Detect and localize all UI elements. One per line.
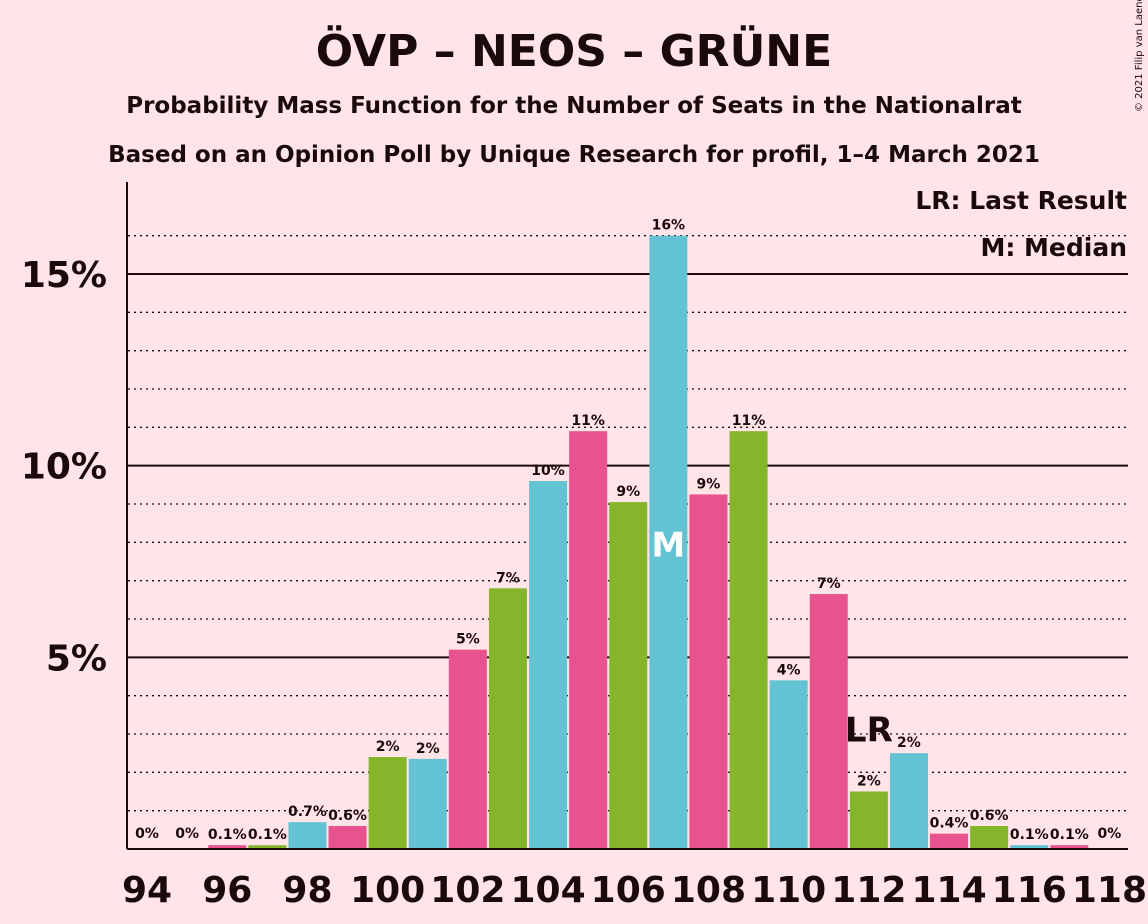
data-label-106: 9%: [616, 484, 640, 500]
chart-subtitle-1: Probability Mass Function for the Number…: [126, 93, 1022, 119]
data-label-118: 0%: [1098, 826, 1122, 842]
chart-subtitle-2: Based on an Opinion Poll by Unique Resea…: [108, 142, 1040, 168]
data-label-112: 2%: [857, 774, 881, 790]
bar-115: [970, 826, 1009, 849]
y-axis-ticks: 5% 10% 15%: [21, 255, 107, 679]
data-label-101: 2%: [416, 741, 440, 757]
data-label-111: 7%: [817, 576, 841, 592]
data-label-99: 0.6%: [328, 808, 367, 824]
bar-99: [328, 826, 367, 849]
x-tick-label: 116: [992, 870, 1067, 911]
bar-107: [649, 235, 688, 849]
y-tick-label: 10%: [21, 447, 107, 488]
data-label-109: 11%: [732, 413, 766, 429]
data-label-105: 11%: [571, 413, 605, 429]
data-label-95: 0%: [175, 826, 199, 842]
copyright-text: © 2021 Filip van Laenen: [1134, 0, 1145, 112]
x-tick-label: 110: [751, 870, 826, 911]
chart-title: ÖVP – NEOS – GRÜNE: [316, 24, 832, 77]
bar-113: [889, 753, 928, 849]
bar-96: [208, 845, 247, 849]
bar-106: [609, 502, 648, 849]
x-tick-label: 118: [1072, 870, 1147, 911]
x-tick-label: 112: [831, 870, 906, 911]
data-label-114: 0.4%: [930, 816, 969, 832]
x-tick-label: 94: [122, 870, 172, 911]
bar-102: [448, 649, 487, 849]
x-tick-label: 114: [911, 870, 986, 911]
x-axis-ticks: 94 96 98 100 102 104 106 108 110 112 114 116 118: [122, 870, 1147, 911]
data-label-96: 0.1%: [208, 827, 247, 843]
x-tick-label: 102: [430, 870, 505, 911]
y-tick-label: 15%: [21, 255, 107, 296]
bar-109: [729, 431, 768, 849]
bar-100: [368, 757, 407, 849]
data-label-97: 0.1%: [248, 827, 287, 843]
x-tick-label: 106: [591, 870, 666, 911]
legend-last-result: LR: Last Result: [915, 186, 1127, 215]
data-label-116: 0.1%: [1010, 827, 1049, 843]
bar-105: [569, 431, 608, 849]
data-label-94: 0%: [135, 826, 159, 842]
median-marker: M: [651, 525, 685, 565]
data-label-100: 2%: [376, 739, 400, 755]
bar-114: [930, 833, 969, 849]
bar-117: [1050, 845, 1089, 849]
bar-116: [1010, 845, 1049, 849]
y-tick-label: 5%: [46, 638, 107, 679]
last-result-marker: LR: [845, 711, 893, 751]
x-tick-label: 104: [510, 870, 585, 911]
data-label-110: 4%: [777, 662, 801, 678]
bar-97: [248, 845, 287, 849]
data-label-108: 9%: [697, 476, 721, 492]
bar-101: [408, 758, 447, 849]
data-label-103: 7%: [496, 570, 520, 586]
data-label-113: 2%: [897, 735, 921, 751]
bar-98: [288, 822, 327, 849]
x-tick-label: 96: [202, 870, 252, 911]
bar-104: [529, 481, 568, 849]
bar-112: [849, 791, 888, 849]
bar-103: [488, 588, 527, 849]
data-label-117: 0.1%: [1050, 827, 1089, 843]
data-label-104: 10%: [531, 463, 565, 479]
data-label-98: 0.7%: [288, 804, 327, 820]
x-tick-label: 108: [671, 870, 746, 911]
x-tick-label: 100: [350, 870, 425, 911]
bar-110: [769, 680, 808, 849]
bar-111: [809, 594, 848, 849]
x-tick-label: 98: [282, 870, 332, 911]
data-label-102: 5%: [456, 632, 480, 648]
legend-median: M: Median: [980, 233, 1127, 262]
bar-108: [689, 494, 728, 849]
data-labels: 0% 0% 0.1% 0.1%0.7% 0.6%2% 2%5%7%10%11%9%16%M…: [135, 218, 1121, 844]
data-label-115: 0.6%: [970, 808, 1009, 824]
bars: [208, 235, 1089, 849]
data-label-107: 16%: [652, 218, 686, 234]
